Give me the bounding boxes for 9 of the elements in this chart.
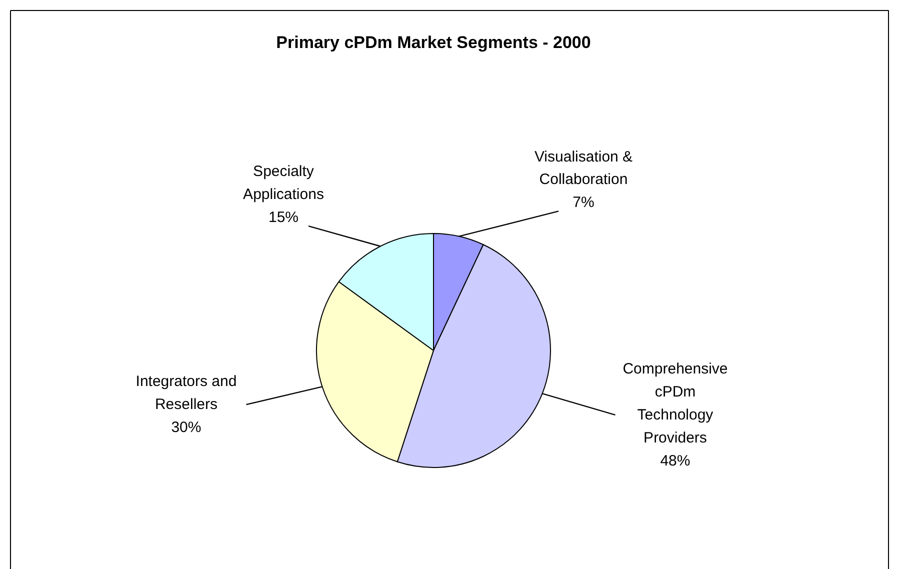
data-label: 7% — [572, 194, 594, 212]
slice-label: Visualisation & Collaboration — [534, 148, 633, 188]
slice-label: Specialty Applications — [243, 163, 324, 204]
slice-label: Comprehensive cPDm Technology Providers — [622, 360, 728, 446]
data-label: 48% — [660, 452, 690, 470]
chart-title: Primary cPDm Market Segments - 2000 — [276, 33, 591, 52]
slice-label: Integrators and Resellers — [136, 373, 237, 414]
data-label: 15% — [268, 209, 299, 226]
data-label: 30% — [171, 419, 202, 436]
